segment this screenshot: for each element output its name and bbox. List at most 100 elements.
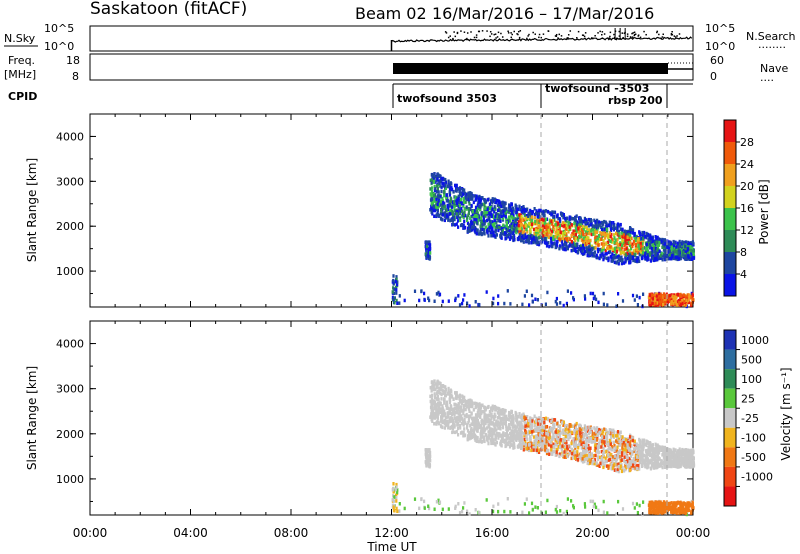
power-echo xyxy=(454,195,457,199)
power-echo xyxy=(609,239,612,244)
power-echo xyxy=(524,216,527,221)
power-echo xyxy=(587,248,590,252)
power-echo xyxy=(666,241,669,246)
power-echo xyxy=(615,231,618,236)
power-echo xyxy=(435,184,439,188)
velocity-echo xyxy=(520,413,523,417)
power-echo xyxy=(536,238,539,242)
power-echo xyxy=(425,240,428,244)
power-echo xyxy=(672,293,675,297)
nsearch-dot xyxy=(510,36,513,39)
power-echo xyxy=(454,223,457,227)
velocity-echo xyxy=(589,436,592,441)
power-echo xyxy=(464,213,467,218)
velocity-echo xyxy=(487,434,490,438)
power-echo xyxy=(651,297,654,301)
velocity-echo xyxy=(454,402,457,407)
power-echo xyxy=(639,241,642,246)
power-echo xyxy=(629,230,632,235)
power-echo xyxy=(459,209,462,213)
velocity-echo xyxy=(645,443,648,448)
velocity-echo xyxy=(636,448,639,452)
power-echo xyxy=(581,230,584,234)
velocity-echo xyxy=(428,448,431,452)
velocity-echo xyxy=(613,468,616,472)
power-echo xyxy=(607,235,610,240)
power-echo xyxy=(447,218,450,222)
power-echo xyxy=(617,243,620,248)
power-echo xyxy=(608,220,611,225)
power-echo xyxy=(467,207,470,211)
power-echo xyxy=(436,177,439,181)
power-echo xyxy=(556,236,559,240)
power-echo xyxy=(562,229,565,234)
power-echo xyxy=(586,221,589,226)
power-echo xyxy=(621,238,624,243)
velocity-echo xyxy=(467,419,470,423)
power-echo xyxy=(602,245,605,249)
power-echo xyxy=(392,278,395,283)
nsearch-dot xyxy=(463,31,466,33)
power-echo xyxy=(552,234,555,239)
velocity-echo xyxy=(450,407,453,411)
power-echo xyxy=(593,294,596,299)
power-echo xyxy=(444,186,447,190)
power-echo xyxy=(648,293,651,298)
power-echo xyxy=(482,218,485,223)
power-echo xyxy=(519,217,522,222)
nsearch-dots: ········ xyxy=(758,41,786,54)
power-echo xyxy=(444,180,448,184)
power-echo xyxy=(403,298,406,303)
power-echo xyxy=(465,205,468,209)
power-echo xyxy=(520,228,523,232)
power-echo xyxy=(661,254,664,258)
nsearch-dot xyxy=(500,32,502,35)
power-echo xyxy=(631,228,634,233)
power-echo xyxy=(532,234,535,238)
velocity-echo xyxy=(539,416,542,420)
power-echo xyxy=(591,224,594,228)
power-echo xyxy=(524,221,527,225)
power-echo xyxy=(681,301,684,306)
power-echo xyxy=(455,222,458,226)
power-echo xyxy=(574,246,577,250)
power-echo xyxy=(673,249,676,253)
power-echo xyxy=(425,244,428,249)
power-echo xyxy=(644,246,647,251)
nsearch-dot xyxy=(555,35,558,37)
velocity-echo xyxy=(589,428,592,433)
power-echo xyxy=(578,231,581,236)
power-echo xyxy=(476,203,479,207)
power-echo xyxy=(671,294,674,299)
power-echo xyxy=(676,245,680,249)
power-echo xyxy=(493,208,496,212)
power-echo xyxy=(640,244,643,249)
power-echo xyxy=(658,237,662,242)
velocity-echo xyxy=(689,448,692,453)
power-echo xyxy=(668,293,672,298)
velocity-echo xyxy=(472,430,476,435)
velocity-echo xyxy=(520,435,523,440)
power-echo xyxy=(428,298,431,303)
power-echo xyxy=(504,237,507,241)
power-echo xyxy=(488,202,491,206)
power-echo xyxy=(527,241,530,245)
power-echo xyxy=(613,233,616,237)
power-echo xyxy=(598,256,601,261)
power-echo xyxy=(522,240,525,244)
power-echo xyxy=(483,208,486,212)
power-echo xyxy=(465,207,468,211)
power-echo xyxy=(619,227,622,231)
velocity-echo xyxy=(602,435,606,439)
power-echo xyxy=(658,299,661,304)
velocity-echo xyxy=(639,456,642,460)
power-echo xyxy=(523,236,526,240)
power-echo xyxy=(634,251,637,255)
power-echo xyxy=(667,250,670,254)
nsearch-dot xyxy=(639,36,642,39)
power-echo xyxy=(689,245,692,249)
power-echo xyxy=(624,238,627,243)
velocity-echo xyxy=(568,449,572,454)
velocity-echo xyxy=(460,409,463,413)
velocity-echo xyxy=(521,415,524,420)
